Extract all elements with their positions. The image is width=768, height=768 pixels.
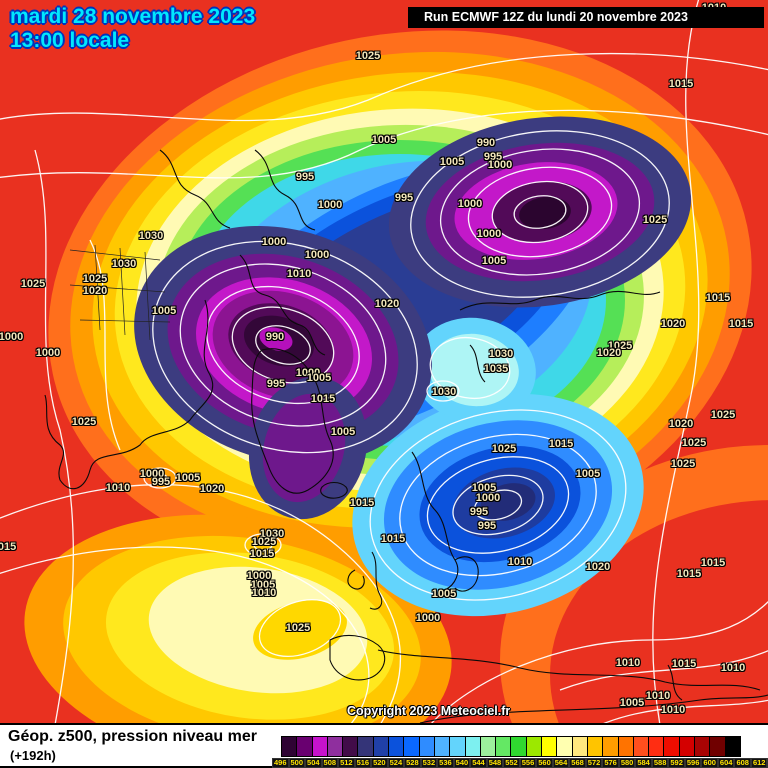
- legend-swatch: [404, 737, 420, 756]
- legend-swatch: [419, 737, 435, 756]
- legend-swatch: [679, 737, 696, 756]
- legend-swatch: [710, 737, 726, 756]
- legend-value: 512: [338, 758, 355, 768]
- legend-swatch: [327, 737, 344, 756]
- legend-swatch: [480, 737, 497, 756]
- legend-value: 608: [734, 758, 751, 768]
- legend-value: 496: [272, 758, 289, 768]
- legend-bar: Géop. z500, pression niveau mer (+192h) …: [0, 723, 768, 768]
- legend-swatch: [587, 737, 604, 756]
- forecast-lead-time: (+192h): [10, 748, 56, 763]
- legend-value: 528: [404, 758, 421, 768]
- color-scale-values: 496 500 504 508 512 516 520 524 528 532 536 540 544 5…: [272, 758, 768, 768]
- legend-swatch: [618, 737, 634, 756]
- legend-swatch: [389, 737, 405, 756]
- legend-swatch: [312, 737, 328, 756]
- color-scale: [281, 736, 741, 757]
- pressure-field-map: [0, 0, 768, 723]
- legend-swatch: [649, 737, 665, 756]
- model-run-info: Run ECMWF 12Z du lundi 20 novembre 2023: [408, 7, 764, 28]
- legend-swatch: [633, 737, 650, 756]
- legend-swatch: [511, 737, 527, 756]
- legend-swatch: [572, 737, 588, 756]
- legend-value: 552: [503, 758, 520, 768]
- legend-value: 604: [717, 758, 735, 768]
- legend-swatch: [450, 737, 466, 756]
- legend-value: 508: [321, 758, 339, 768]
- legend-value: 516: [354, 758, 372, 768]
- legend-value: 580: [618, 758, 636, 768]
- legend-swatch: [434, 737, 451, 756]
- legend-swatch: [557, 737, 573, 756]
- legend-value: 588: [651, 758, 669, 768]
- legend-swatch: [603, 737, 619, 756]
- legend-value: 544: [470, 758, 487, 768]
- legend-value: 612: [750, 758, 768, 768]
- legend-value: 548: [486, 758, 504, 768]
- map-parameter-title: Géop. z500, pression niveau mer: [8, 728, 257, 745]
- copyright-text: Copyright 2023 Meteociel.fr: [347, 704, 511, 718]
- legend-value: 572: [585, 758, 603, 768]
- legend-value: 600: [701, 758, 718, 768]
- legend-swatch: [282, 737, 298, 756]
- legend-swatch: [695, 737, 711, 756]
- legend-value: 536: [437, 758, 454, 768]
- legend-value: 584: [635, 758, 652, 768]
- map-area: 1010102510151005990995100510009951000995…: [0, 0, 768, 723]
- legend-value: 596: [684, 758, 702, 768]
- legend-swatch: [664, 737, 680, 756]
- legend-value: 576: [602, 758, 619, 768]
- legend-swatch: [343, 737, 359, 756]
- legend-value: 504: [305, 758, 322, 768]
- legend-swatch: [373, 737, 390, 756]
- legend-value: 500: [288, 758, 306, 768]
- forecast-date-line1: mardi 28 novembre 2023: [10, 5, 256, 28]
- legend-swatch: [496, 737, 512, 756]
- legend-swatch: [297, 737, 313, 756]
- legend-value: 592: [668, 758, 685, 768]
- legend-value: 560: [536, 758, 553, 768]
- legend-swatch: [358, 737, 374, 756]
- legend-value: 568: [569, 758, 586, 768]
- legend-swatch: [725, 737, 740, 756]
- legend-value: 532: [420, 758, 438, 768]
- legend-value: 524: [387, 758, 405, 768]
- legend-swatch: [542, 737, 558, 756]
- forecast-time-line: 13:00 locale: [10, 28, 130, 52]
- legend-value: 520: [371, 758, 388, 768]
- legend-value: 564: [552, 758, 570, 768]
- legend-swatch: [465, 737, 481, 756]
- legend-swatch: [526, 737, 543, 756]
- forecast-date: mardi 28 novembre 2023 13:00 locale: [10, 5, 255, 52]
- legend-value: 556: [519, 758, 537, 768]
- legend-value: 540: [453, 758, 471, 768]
